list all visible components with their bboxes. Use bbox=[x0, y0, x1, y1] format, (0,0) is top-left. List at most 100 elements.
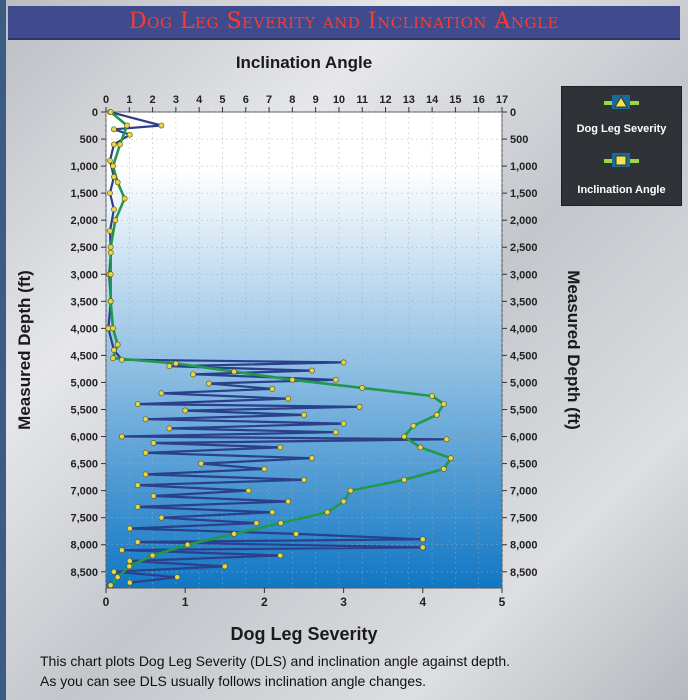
inclination-point bbox=[324, 509, 331, 516]
dls-tick: 1 bbox=[182, 595, 189, 609]
dls-point bbox=[332, 429, 339, 436]
depth-tick-right: 0 bbox=[510, 107, 516, 119]
inclination-point bbox=[410, 422, 417, 429]
depth-tick-right: 1,500 bbox=[510, 188, 538, 200]
inclination-point bbox=[231, 531, 238, 537]
inclination-point bbox=[401, 433, 408, 440]
inclination-point bbox=[110, 163, 116, 169]
depth-tick-right: 2,500 bbox=[510, 242, 538, 254]
dls-point bbox=[142, 449, 149, 456]
depth-tick-right: 3,000 bbox=[510, 269, 538, 281]
inclination-point bbox=[417, 444, 424, 451]
title-banner: Dog Leg Severity and Inclination Angle bbox=[8, 6, 680, 40]
inclination-point bbox=[110, 325, 116, 332]
inclination-point bbox=[126, 563, 133, 570]
depth-tick-left: 2,000 bbox=[70, 215, 98, 227]
dls-point bbox=[269, 509, 276, 516]
inclination-point bbox=[277, 520, 284, 526]
dls-point bbox=[126, 558, 133, 564]
dls-point bbox=[118, 547, 125, 554]
dls-point bbox=[261, 466, 268, 472]
inclination-tick: 6 bbox=[243, 94, 249, 106]
dls-point bbox=[134, 503, 141, 510]
dls-point bbox=[419, 544, 426, 551]
bottom-axis-title: Dog Leg Severity bbox=[230, 624, 377, 644]
top-axis-title: Inclination Angle bbox=[236, 53, 372, 72]
dls-point bbox=[206, 380, 212, 387]
dls-point bbox=[142, 416, 149, 423]
inclination-point bbox=[117, 141, 123, 148]
legend: Dog Leg Severity Inclination Angle bbox=[561, 86, 682, 206]
depth-tick-left: 1,500 bbox=[70, 188, 98, 200]
dls-point bbox=[285, 498, 292, 505]
depth-tick-left: 8,500 bbox=[70, 567, 98, 579]
inclination-tick: 17 bbox=[496, 94, 508, 106]
inclination-point bbox=[401, 476, 408, 483]
inclination-tick: 5 bbox=[219, 94, 225, 106]
dls-point bbox=[134, 539, 141, 545]
dls-point bbox=[198, 460, 204, 467]
dls-point bbox=[158, 122, 165, 129]
legend-triangle-icon bbox=[614, 96, 628, 108]
dls-point bbox=[190, 371, 197, 378]
depth-tick-left: 3,000 bbox=[70, 269, 98, 281]
inclination-series-line bbox=[109, 110, 453, 587]
inclination-point bbox=[112, 217, 119, 224]
dls-point bbox=[182, 407, 189, 414]
dls-tick: 0 bbox=[103, 595, 110, 609]
dls-point bbox=[111, 568, 117, 575]
right-axis-title: Measured Depth (ft) bbox=[564, 270, 583, 430]
dls-tick: 4 bbox=[419, 595, 426, 609]
dls-point bbox=[419, 536, 426, 543]
depth-tick-left: 5,500 bbox=[70, 405, 98, 417]
dls-point bbox=[277, 552, 284, 559]
inclination-tick: 14 bbox=[426, 94, 439, 106]
chart-title: Dog Leg Severity and Inclination Angle bbox=[129, 9, 559, 34]
inclination-point bbox=[447, 455, 454, 462]
depth-tick-right: 1,000 bbox=[510, 161, 538, 173]
inclination-tick: 0 bbox=[103, 94, 109, 106]
dls-point bbox=[332, 376, 339, 383]
inclination-tick: 8 bbox=[289, 94, 295, 106]
depth-tick-right: 7,500 bbox=[510, 513, 538, 525]
depth-tick-right: 4,000 bbox=[510, 323, 538, 335]
dls-point bbox=[111, 141, 117, 148]
depth-tick-left: 2,500 bbox=[70, 242, 98, 254]
depth-tick-left: 7,000 bbox=[70, 486, 98, 498]
depth-tick-right: 2,000 bbox=[510, 215, 538, 227]
inclination-tick: 15 bbox=[449, 94, 461, 106]
left-axis-title: Measured Depth (ft) bbox=[15, 270, 34, 430]
dls-point bbox=[134, 482, 141, 489]
dls-point bbox=[309, 455, 315, 462]
dls-point bbox=[166, 425, 173, 432]
inclination-tick: 9 bbox=[313, 94, 319, 106]
depth-tick-left: 6,500 bbox=[70, 459, 98, 471]
dls-point bbox=[126, 131, 133, 138]
inclination-point bbox=[184, 541, 191, 548]
dls-point bbox=[118, 433, 125, 440]
depth-tick-right: 7,000 bbox=[510, 486, 538, 498]
depth-tick-right: 8,000 bbox=[510, 540, 538, 552]
inclination-point bbox=[433, 412, 440, 418]
dls-point bbox=[277, 444, 284, 451]
page-edge bbox=[0, 0, 6, 700]
depth-tick-left: 0 bbox=[92, 107, 98, 119]
inclination-point bbox=[149, 552, 156, 559]
dls-point bbox=[150, 440, 157, 446]
dls-point bbox=[142, 471, 149, 478]
depth-tick-left: 4,500 bbox=[70, 350, 98, 362]
caption-line-2: As you can see DLS usually follows incli… bbox=[40, 673, 427, 689]
depth-tick-right: 4,500 bbox=[510, 350, 538, 362]
inclination-point bbox=[347, 487, 354, 494]
inclination-tick: 11 bbox=[356, 94, 368, 106]
dls-point bbox=[245, 487, 252, 494]
inclination-tick: 4 bbox=[196, 94, 203, 106]
series-layer bbox=[105, 109, 454, 589]
depth-tick-right: 500 bbox=[510, 134, 528, 146]
dls-point bbox=[111, 126, 117, 133]
inclination-tick: 16 bbox=[473, 94, 485, 106]
legend-dls-label: Dog Leg Severity bbox=[576, 123, 667, 135]
dls-point bbox=[174, 574, 181, 581]
dls-point bbox=[293, 531, 299, 537]
